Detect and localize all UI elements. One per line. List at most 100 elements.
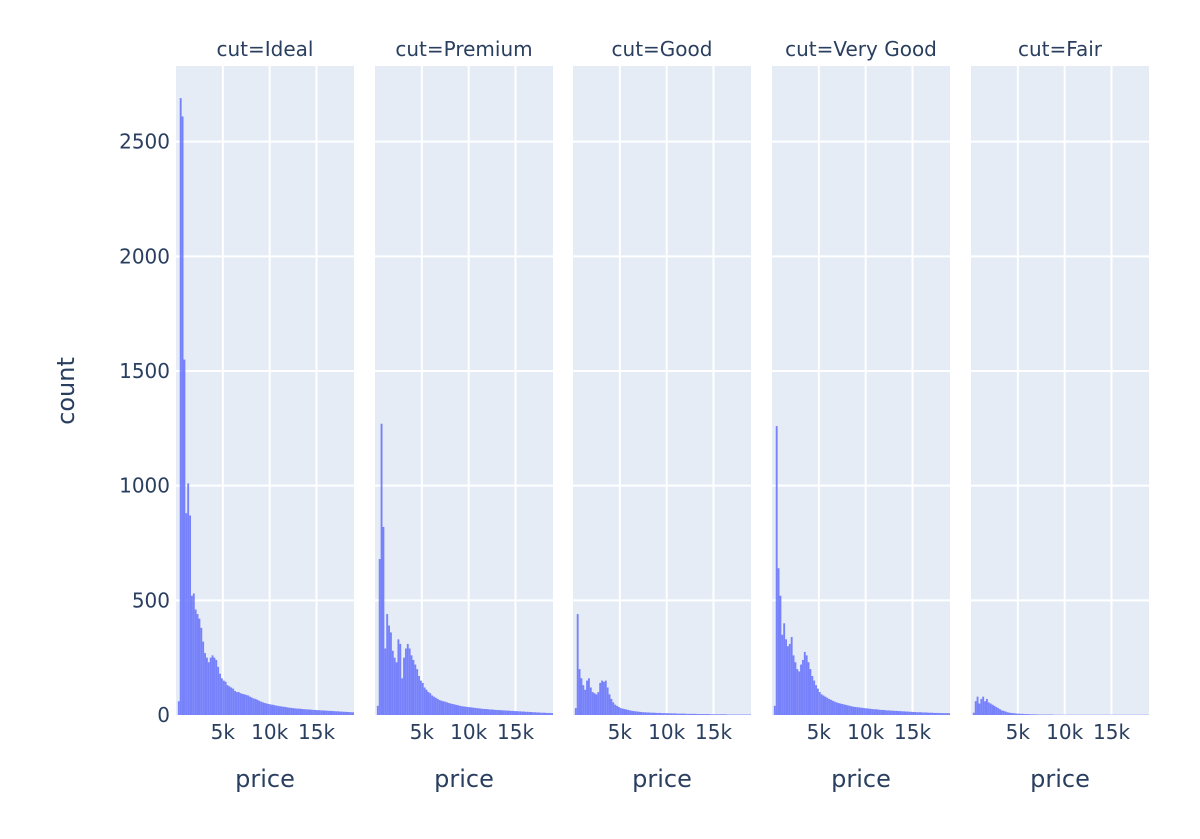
histogram-bar [717,714,720,715]
histogram-bar [856,707,859,715]
histogram-bar [826,697,829,715]
histogram-bar [890,710,892,715]
histogram-bar [845,704,847,715]
histogram-bar [466,706,469,715]
histogram-bar [280,706,283,715]
histogram-bar [320,710,323,715]
histogram-bar [256,699,259,715]
y-tick-label: 1500 [119,359,170,383]
histogram-bar [685,713,688,715]
histogram-bar [606,687,609,715]
histogram-bar [290,707,293,715]
histogram-bar [200,627,203,715]
histogram-bar [936,712,939,715]
histogram-bar [487,709,490,715]
histogram-bar [884,710,887,715]
histogram-bar [895,710,898,715]
histogram-bar [318,710,321,715]
histogram-bar [991,704,994,715]
histogram-bar [551,713,553,715]
histogram-bar [798,671,801,715]
histogram-bar [632,711,635,715]
histogram-bar [340,711,343,715]
histogram-bar [670,713,673,715]
histogram-bar [882,709,885,715]
histogram-bar [472,707,475,715]
histogram-bar [916,712,919,715]
histogram-bar [294,708,296,715]
histogram-bar [464,706,467,715]
histogram-bar [1025,714,1028,715]
histogram-bar [1032,714,1035,715]
histogram-bar [891,710,894,715]
histogram-bar [576,614,579,715]
histogram-bar [523,711,525,715]
histogram-bar [796,669,799,715]
histogram-bar [524,711,527,715]
histogram-bar [265,703,268,715]
histogram-bar [491,709,494,715]
histogram-bar [455,704,458,715]
y-tick-label: 1000 [119,474,170,498]
histogram-bar [786,646,789,715]
histogram-bar [1029,714,1031,715]
histogram-bar [213,657,216,715]
histogram-bar [646,712,648,715]
histogram-bar [903,711,906,715]
histogram-bar [421,682,424,715]
histogram-bar [258,700,261,715]
histogram-bar [995,706,998,715]
histogram-bar [549,712,552,715]
histogram-bar [905,711,907,715]
histogram-bar [865,708,868,715]
histogram-bar [634,711,637,715]
histogram-bar [925,712,928,715]
histogram-bar [582,685,585,715]
histogram-bar [526,711,529,715]
x-axis-title: price [235,765,295,793]
histogram-bar [517,711,520,715]
histogram-bar [436,698,439,715]
histogram-bar [269,704,272,715]
histogram-bar [380,423,383,715]
panel-background [176,66,354,715]
histogram-bar [920,712,922,715]
panel-background [375,66,553,715]
x-tick-label: 10k [450,720,487,744]
facet-title: cut=Fair [1018,37,1103,61]
histogram-bar [944,713,947,715]
histogram-bar [914,712,917,715]
histogram-bar [187,483,190,715]
histogram-bar [807,662,810,715]
x-axis-title: price [1030,765,1090,793]
x-tick-label: 5k [807,720,832,744]
histogram-bar [463,706,465,715]
histogram-bar [207,662,210,715]
y-tick-label: 2500 [119,130,170,154]
histogram-bar [500,710,503,715]
histogram-bar [702,714,705,715]
histogram-bar [414,664,417,715]
histogram-bar [1010,712,1013,715]
histogram-bar [989,703,992,715]
histogram-bar [706,714,708,715]
histogram-bar [863,708,866,715]
histogram-bar [502,710,505,715]
histogram-bar [873,709,876,715]
histogram-bar [534,712,537,715]
histogram-bar [538,712,540,715]
histogram-bar [599,682,602,715]
histogram-bar [241,693,244,715]
histogram-bar [410,655,413,715]
histogram-bar [820,694,823,715]
histogram-bar [692,713,695,715]
histogram-bar [625,709,628,715]
panel-background [772,66,950,715]
histogram-bar [610,698,613,715]
histogram-bar [721,714,723,715]
x-tick-label: 15k [695,720,732,744]
histogram-bar [403,657,405,715]
histogram-bars [972,696,1149,715]
